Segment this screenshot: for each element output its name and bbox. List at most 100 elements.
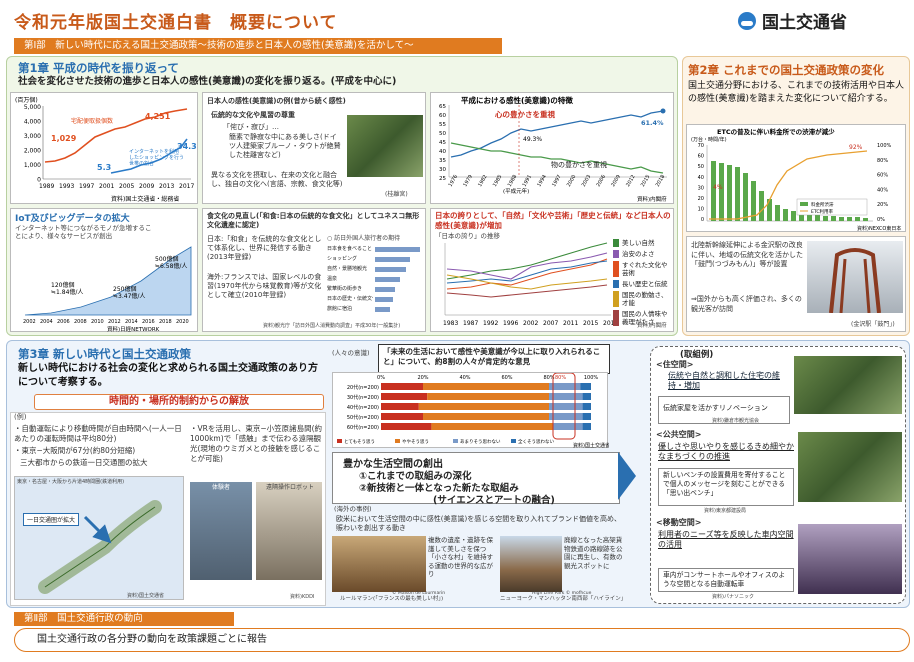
pride-legend-item: 長い歴史と伝統	[613, 280, 673, 288]
etc-ltick: 10	[698, 207, 704, 213]
survey-question: 「未来の生活において感性や美意識が今以上に取り入れられること」について、約8割の…	[378, 344, 610, 374]
pride-legend-item: 国民の人情味や義理がたさ	[613, 310, 673, 326]
delivery-chart: (百万個) 5,000 4,000 3,000 2,000 1,000 0 宅配便取扱個数…	[15, 96, 197, 203]
robot-caption: 遠隔操作ロボット	[266, 484, 315, 491]
food-bar	[375, 307, 390, 312]
etc-ltick: 30	[698, 185, 704, 191]
iot-title: IoT及びビッグデータの拡大	[15, 214, 130, 224]
food-chart-title: ○ 訪日外国人旅行者の期待	[327, 235, 401, 242]
chart1-xtick: 2001	[99, 183, 114, 190]
chart1-label-b: インターネットを利用したショッピングを行う世帯の割合	[129, 148, 184, 167]
survey-xtick: 80%	[543, 375, 554, 381]
etc-rtick: 100%	[877, 143, 892, 149]
ex-label: (例)	[14, 413, 27, 421]
vr-user-photo	[190, 482, 252, 580]
chart2-v2: 61.4%	[641, 119, 664, 127]
food-panel: 食文化の見直し(「和食:日本の伝統的な食文化」としてユネスコ無形文化遺産に認定)…	[202, 208, 426, 332]
survey-bar	[423, 413, 549, 420]
food-p1: 日本:「和食」を伝統的な食文化として体系化し、世界に発信する動き(2013年登録…	[207, 235, 322, 261]
survey-legend-swatch	[453, 439, 458, 443]
food-bar	[375, 257, 410, 262]
vision-arrow-icon	[618, 452, 636, 500]
survey-bar	[582, 423, 591, 430]
chart2-xtick: 2018	[655, 174, 667, 188]
etc-ltick: 40	[698, 175, 704, 181]
overseas-text: 欧米において生活空間の中に感性(美意識)を感じる空間を取り入れてブランド価値を高…	[336, 515, 622, 532]
pride-xtick: 2011	[563, 320, 578, 327]
survey-label: (人々の意識)	[332, 349, 370, 357]
chart2-title: 平成における感性(美意識)の特徴	[461, 95, 573, 105]
chart2-xtick: 1991	[522, 174, 534, 188]
survey-bar	[427, 393, 549, 400]
part2-band: 第Ⅱ部 国土交通行政の動向	[14, 612, 234, 626]
chart1-ytick: 2,000	[24, 148, 41, 155]
chart2-xtick: 1988	[507, 174, 519, 188]
rail-map: 東京・名古屋・大阪から片道4時間圏(鉄道利用) 一日交通圏が拡大 資料)国土交通…	[14, 476, 184, 600]
overseas-c1: 複数の遺産・遺跡を保護して美しさを保つ「小さな村」を維持する運動の世界的な広がり	[428, 536, 493, 578]
pride-xtick: 1987	[463, 320, 478, 327]
iot-xtick: 2006	[57, 319, 70, 325]
etc-v2: 92%	[849, 144, 863, 151]
etc-l1: 料金所渋滞	[811, 201, 834, 208]
survey-bar	[381, 403, 419, 410]
map-label: 一日交通圏が拡大	[23, 513, 80, 526]
iot-xtick: 2014	[125, 319, 138, 325]
chart2-ytick: 55	[439, 122, 446, 128]
ex-s2a: 優しさや思いやりを感じるきめ細やかなまちづくりの推進	[658, 442, 794, 461]
etc-rtick: 80%	[877, 158, 888, 164]
chart2-source: 資料)内閣府	[637, 195, 667, 203]
etc-rtick: 20%	[877, 202, 888, 208]
pride-xtick: 1983	[443, 320, 458, 327]
freedom-heading: 時間的・場所的制約からの解放	[34, 394, 324, 410]
iot-panel: IoT及びビッグデータの拡大 インターネット等につながるモノが急増することにより…	[10, 208, 198, 333]
pride-legend: 美しい自然 治安のよさ すぐれた文化や芸術 長い歴史と伝統 国民の勤勉さ、才能 国民の人情…	[613, 239, 673, 329]
survey-legend-swatch	[395, 439, 400, 443]
chart2-xtick: 1985	[492, 174, 504, 188]
survey-bar	[423, 383, 549, 390]
survey-bar	[553, 423, 583, 430]
katsura-photo	[347, 115, 423, 177]
chart2-ytick: 40	[439, 149, 446, 155]
chart2-v1: 49.3%	[523, 136, 542, 143]
food-bar-label: 自然・景勝地観光	[327, 266, 368, 272]
food-bar-row: 旅館に宿泊	[327, 305, 425, 314]
pride-chart: 1983 1987 1992 1996 2002 2007 2011 2015 2019	[443, 242, 618, 327]
tsuzumimon-photo	[807, 241, 903, 314]
chart1-xtick: 1989	[39, 183, 54, 190]
ex-s2: <公共空間>	[656, 430, 702, 439]
etc-bar	[767, 199, 772, 221]
iot-xtick: 2020	[176, 319, 189, 325]
chart2-ytick: 25	[439, 176, 446, 182]
chart2-xtick: 2006	[596, 174, 608, 188]
etc-bar	[751, 181, 756, 221]
iot-chart: 120億個≒1.84億/人 250億個≒3.47億/人 500億個≒6.58億/…	[23, 246, 192, 333]
food-bar-label: 繁華街の街歩き	[327, 286, 363, 292]
chart1-unit: (百万個)	[15, 96, 38, 104]
ch1-lead: 社会を変化させた技術の進歩と日本人の感性(美意識)の変化を振り返る。(平成を中心…	[18, 76, 397, 87]
iot-xtick: 2018	[159, 319, 172, 325]
org-logo: 国土交通省	[738, 8, 847, 33]
ex-s2-source: 資料)東京都建設局	[704, 508, 746, 514]
ex-s1b: 伝統家屋を活かすリノベーション	[658, 396, 790, 424]
chart1-xtick: 2005	[119, 183, 134, 190]
pride-legend-item: 国民の勤勉さ、才能	[613, 291, 673, 307]
house-photo	[794, 356, 902, 414]
etc-v1: 4%	[713, 184, 723, 191]
food-bar	[375, 287, 395, 292]
survey-row-label: 60代(n=200)	[347, 424, 379, 431]
bench-photo	[798, 432, 902, 502]
etc-bar	[791, 211, 796, 221]
survey-bar	[580, 383, 591, 390]
chart2-xtick: 1997	[551, 174, 563, 188]
etc-bar	[863, 218, 868, 221]
survey-bar	[381, 423, 432, 430]
food-title: 食文化の見直し(「和食:日本の伝統的な食文化」としてユネスコ無形文化遺産に認定)	[207, 212, 420, 229]
iot-v1: 120億個≒1.84億/人	[51, 281, 83, 296]
ch1-title: 第1章 平成の時代を振り返って	[18, 61, 179, 75]
kanazawa-text2: ⇒国外からも高く評価され、多くの観光客が訪問	[691, 295, 802, 313]
map-caption: 東京・名古屋・大阪から片道4時間圏(鉄道利用)	[17, 479, 125, 485]
chart1-v2: 4,251	[145, 112, 171, 121]
pride-legend-item: すぐれた文化や芸術	[613, 261, 673, 277]
pride-title: 日本の誇りとして、「自然」「文化や芸術」「歴史と伝統」など日本人の感性(美意識)…	[435, 211, 671, 230]
kanazawa-panel: 北陸新幹線延伸による金沢駅の改良に伴い、地域の伝統文化を活かした「鼓門(つづみも…	[686, 236, 906, 332]
